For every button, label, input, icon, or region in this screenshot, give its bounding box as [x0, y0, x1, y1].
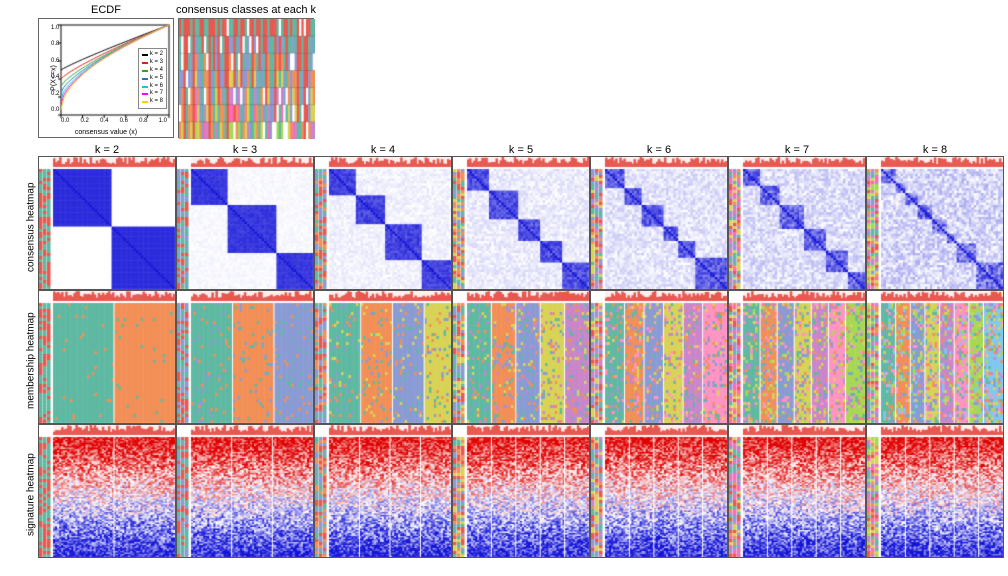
consensus-classes-title: consensus classes at each k [176, 4, 316, 16]
consensus-heatmap-k3 [176, 156, 314, 290]
ecdf-plot: P(X<=x) consensus value (x) 0.00.20.40.6… [38, 18, 174, 138]
membership-heatmap-k5 [452, 290, 590, 424]
row-title-1: membership heatmap [24, 294, 38, 428]
consensus-heatmap-k5 [452, 156, 590, 290]
row-title-0: consensus heatmap [24, 160, 38, 294]
membership-heatmap-k6 [590, 290, 728, 424]
col-title-k2: k = 2 [38, 144, 176, 156]
signature-heatmap-k2 [38, 424, 176, 558]
signature-heatmap-k4 [314, 424, 452, 558]
ecdf-legend: k = 2k = 3k = 4k = 5k = 6k = 7k = 8 [138, 48, 167, 109]
membership-heatmap-k4 [314, 290, 452, 424]
membership-heatmap-k8 [866, 290, 1004, 424]
col-title-k6: k = 6 [590, 144, 728, 156]
consensus-heatmap-k8 [866, 156, 1004, 290]
signature-heatmap-k7 [728, 424, 866, 558]
consensus-heatmap-k7 [728, 156, 866, 290]
ecdf-xlabel: consensus value (x) [75, 129, 137, 136]
ecdf-xticks: 0.00.20.40.60.81.0 [61, 118, 167, 124]
consensus-heatmap-k2 [38, 156, 176, 290]
signature-heatmap-k5 [452, 424, 590, 558]
signature-heatmap-k8 [866, 424, 1004, 558]
signature-heatmap-k3 [176, 424, 314, 558]
ecdf-title: ECDF [91, 4, 121, 16]
consensus-heatmap-k4 [314, 156, 452, 290]
consensus-heatmap-k6 [590, 156, 728, 290]
signature-heatmap-k6 [590, 424, 728, 558]
consensus-classes-plot [178, 18, 314, 138]
membership-heatmap-k3 [176, 290, 314, 424]
col-title-k5: k = 5 [452, 144, 590, 156]
membership-heatmap-k7 [728, 290, 866, 424]
col-title-k4: k = 4 [314, 144, 452, 156]
membership-heatmap-k2 [38, 290, 176, 424]
col-title-k7: k = 7 [728, 144, 866, 156]
col-title-k8: k = 8 [866, 144, 1004, 156]
ecdf-yticks: 0.00.20.40.60.81.0 [51, 25, 59, 113]
col-title-k3: k = 3 [176, 144, 314, 156]
row-title-2: signature heatmap [24, 428, 38, 562]
